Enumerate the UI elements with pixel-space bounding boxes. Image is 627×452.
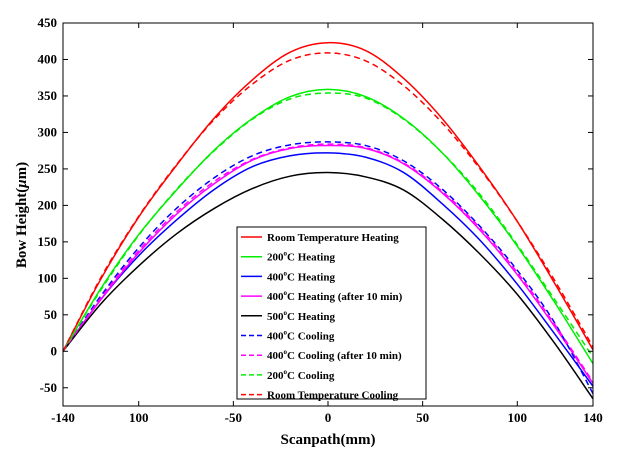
series-line-4 <box>62 144 594 384</box>
series-line-6 <box>62 141 594 394</box>
legend-label-5: 500oC Heating <box>267 309 335 323</box>
series-line-2 <box>62 88 594 365</box>
series-line-3 <box>62 152 594 387</box>
y-tick-label: 200 <box>38 197 58 212</box>
y-tick-label: 450 <box>38 15 58 30</box>
y-tick-label: 250 <box>38 161 58 176</box>
x-tick-label: 140 <box>583 410 603 425</box>
y-tick-label: 0 <box>51 343 58 358</box>
legend-box <box>236 226 427 400</box>
x-tick-label: 0 <box>325 410 332 425</box>
x-tick-label: 100 <box>508 410 528 425</box>
legend-label-9: Room Temperature Cooling <box>267 390 399 402</box>
x-tick-label: 50 <box>416 410 429 425</box>
series-layer <box>62 41 594 400</box>
y-tick-label: 350 <box>38 88 58 103</box>
y-tick-label: 150 <box>38 234 58 249</box>
legend-label-6: 400oC Cooling <box>267 329 335 343</box>
y-axis-label-mu: μ <box>14 179 30 188</box>
y-tick-label: 400 <box>38 51 58 66</box>
legend-label-7: 400oC Cooling (after 10 min) <box>267 348 402 362</box>
y-tick-label: 300 <box>38 124 58 139</box>
x-tick-label: 100 <box>129 410 149 425</box>
series-line-7 <box>62 143 594 383</box>
legend-label-3: 400oC Heating <box>267 269 335 283</box>
y-axis-label-main: Bow Height( <box>14 188 30 268</box>
legend-label-4: 400oC Heating (after 10 min) <box>267 289 403 303</box>
y-tick-label: 100 <box>38 270 58 285</box>
x-tick-label: -50 <box>225 410 242 425</box>
legend-items: Room Temperature Heating 200oC Heating 400… <box>241 232 403 402</box>
legend-label-1: Room Temperature Heating <box>267 232 399 244</box>
series-line-9 <box>62 52 594 352</box>
y-tick-label: 50 <box>44 307 57 322</box>
tick-layer: -140 100 -50 0 50 100 140 -50 0 50 100 150 200 250 300… <box>38 15 603 425</box>
legend-label-2: 200oC Heating <box>267 250 335 264</box>
legend-label-8: 200oC Cooling <box>267 368 335 382</box>
y-axis-label-unit: m) <box>14 162 30 180</box>
x-axis-label: Scanpath(mm) <box>280 432 375 448</box>
y-axis-label: Bow Height(μm) <box>14 162 30 268</box>
y-tick-label: -50 <box>40 380 57 395</box>
series-line-5 <box>62 171 594 400</box>
series-line-8 <box>62 92 594 358</box>
legend: Room Temperature Heating 200oC Heating 400… <box>236 226 427 402</box>
x-tick-label: -140 <box>51 410 75 425</box>
